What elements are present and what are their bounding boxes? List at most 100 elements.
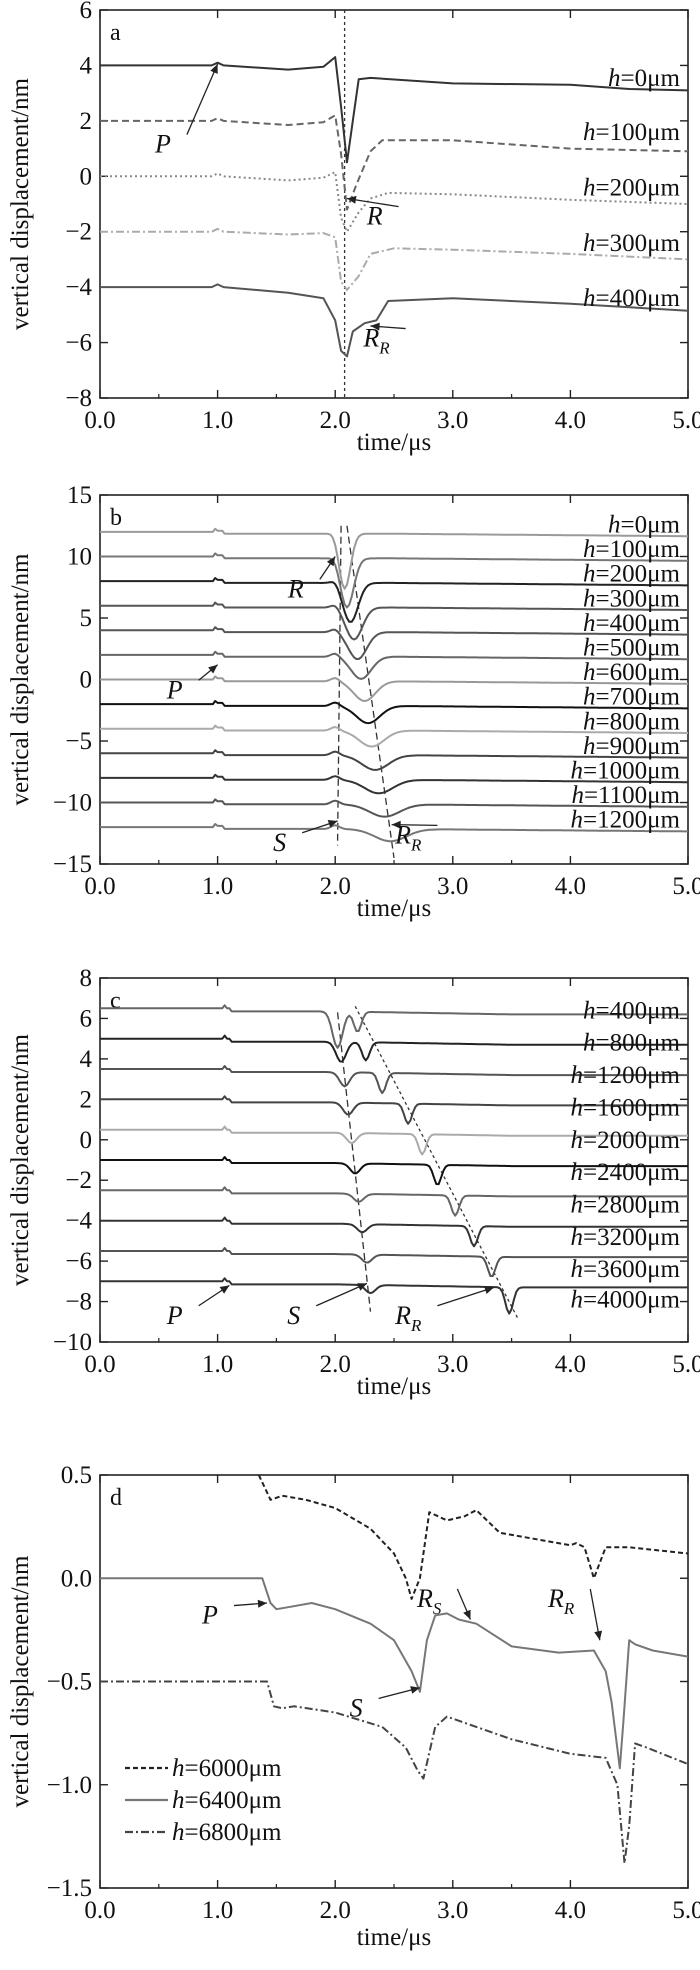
wave-annotation: RS xyxy=(416,1584,442,1618)
annotation-main: R xyxy=(362,324,379,353)
series-label: h=300μm xyxy=(583,230,681,257)
chart-panel-a: 0.0 1.0 2.0 3.0 4.0 5.0 6 4 2 0 −2 −4 −6 −8 time/μs ver… xyxy=(7,0,700,456)
series-label: h=500μm xyxy=(583,635,681,662)
series-line xyxy=(100,171,688,233)
x-tick-label: 3.0 xyxy=(437,1351,468,1378)
series-line xyxy=(100,1004,688,1049)
plot-frame xyxy=(99,9,689,399)
series-label-value: =600μm xyxy=(596,659,681,686)
chart-panels: 0.0 1.0 2.0 3.0 4.0 5.0 6 4 2 0 −2 −4 −6 −8 time/μs ver… xyxy=(7,0,700,1951)
x-tick-label: 4.0 xyxy=(555,1897,586,1924)
series-label-var: h xyxy=(608,65,621,92)
wave-arrival-guide xyxy=(346,525,395,858)
series-line xyxy=(100,798,688,818)
annotation-main: P xyxy=(166,1301,183,1330)
panel-letter: a xyxy=(110,20,121,46)
series-label-value: =1600μm xyxy=(583,1094,681,1121)
wave-annotation: P xyxy=(166,675,183,704)
series-line xyxy=(100,601,688,641)
y-tick-label: 0.5 xyxy=(61,1462,92,1489)
y-tick-label: 0 xyxy=(80,1127,93,1154)
wave-arrival-guide xyxy=(336,1012,372,1312)
x-axis-title: time/μs xyxy=(357,1924,432,1951)
series-label-var: h xyxy=(583,708,596,735)
series-label-value: =800μm xyxy=(596,708,681,735)
series-label: h=100μm xyxy=(583,536,681,563)
series-label-value: =900μm xyxy=(596,733,681,760)
series-line xyxy=(100,1216,688,1248)
annotation-arrowhead xyxy=(210,64,218,74)
legend-label-var: h xyxy=(172,1819,185,1846)
plot-area xyxy=(100,525,688,858)
wave-annotation: S xyxy=(350,1693,363,1722)
series-label-var: h xyxy=(583,635,596,662)
series-label: h=4000μm xyxy=(571,1287,681,1314)
series-label-var: h xyxy=(571,1062,584,1089)
series-label: h=1200μm xyxy=(571,1062,681,1089)
x-axis-title: time/μs xyxy=(357,895,432,922)
series-label-value: =1000μm xyxy=(583,758,681,785)
series-line xyxy=(100,1186,688,1217)
series-label-var: h xyxy=(583,997,596,1024)
series-label-value: =300μm xyxy=(596,585,681,612)
annotation-main: P xyxy=(166,675,183,704)
series-label: h=1600μm xyxy=(571,1094,681,1121)
y-tick-label: −6 xyxy=(65,1248,92,1275)
series-line xyxy=(100,675,688,702)
series-label: h=200μm xyxy=(583,174,681,201)
series-line xyxy=(100,626,688,660)
series-label: h=100μm xyxy=(583,119,681,146)
x-tick-label: 1.0 xyxy=(202,873,233,900)
series-label-value: =0μm xyxy=(621,512,681,539)
annotation-main: S xyxy=(273,828,286,857)
legend-label: h=6800μm xyxy=(172,1819,282,1846)
y-tick-label: −1.0 xyxy=(47,1772,92,1799)
series-line xyxy=(100,1247,688,1277)
annotation-main: S xyxy=(287,1301,300,1330)
annotation-arrowhead xyxy=(257,1599,267,1608)
series-label-var: h xyxy=(583,659,596,686)
series-label: h=2400μm xyxy=(571,1159,681,1186)
y-tick-label: 10 xyxy=(67,544,92,571)
series-label-value: =800μm xyxy=(596,1030,681,1057)
y-tick-label: −2 xyxy=(65,219,92,246)
series-label: h=200μm xyxy=(583,561,681,588)
panel-letter: c xyxy=(110,988,121,1014)
series-label-var: h xyxy=(583,536,596,563)
x-tick-label: 5.0 xyxy=(672,407,700,434)
y-tick-label: 4 xyxy=(80,1046,93,1073)
series-label-var: h xyxy=(583,561,596,588)
series-label-value: =400μm xyxy=(596,610,681,637)
annotation-main: R xyxy=(287,574,304,603)
legend-label: h=6000μm xyxy=(172,1755,282,1782)
chart-panel-b: 0.0 1.0 2.0 3.0 4.0 5.0 15 10 5 0 −5 −10 −15 time/μs v… xyxy=(7,482,700,922)
annotation-main: R xyxy=(366,202,383,231)
y-tick-label: 0 xyxy=(80,667,93,694)
x-tick-label: 3.0 xyxy=(437,873,468,900)
legend-label-value: =6400μm xyxy=(185,1787,283,1814)
chart-panel-c: 0.0 1.0 2.0 3.0 4.0 5.0 8 6 4 2 0 −2 −4 −6 −8 −10 time/μ… xyxy=(7,965,700,1400)
x-tick-label: 2.0 xyxy=(320,407,351,434)
wave-annotation: RR xyxy=(394,820,422,854)
y-axis-title: vertical displacement/nm xyxy=(7,1555,34,1808)
y-tick-label: 2 xyxy=(80,108,93,135)
series-line xyxy=(100,1277,688,1315)
series-label-value: =400μm xyxy=(596,997,681,1024)
annotation-subscript: R xyxy=(410,1316,422,1335)
series-line xyxy=(100,700,688,725)
series-label-var: h xyxy=(571,1159,584,1186)
series-label-var: h xyxy=(583,174,596,201)
series-label: h=900μm xyxy=(583,733,681,760)
series-label: h=400μm xyxy=(583,997,681,1024)
series-label-value: =2800μm xyxy=(583,1191,681,1218)
wave-annotation: RR xyxy=(394,1301,422,1335)
series-label-var: h xyxy=(571,807,584,834)
annotation-subscript: R xyxy=(563,1599,575,1618)
wave-annotation: P xyxy=(201,1601,218,1630)
series-line xyxy=(100,552,688,609)
y-tick-label: −4 xyxy=(65,274,92,301)
series-label-value: =200μm xyxy=(596,174,681,201)
x-tick-label: 1.0 xyxy=(202,1351,233,1378)
x-tick-label: 1.0 xyxy=(202,1897,233,1924)
wave-annotation: RR xyxy=(362,324,390,358)
